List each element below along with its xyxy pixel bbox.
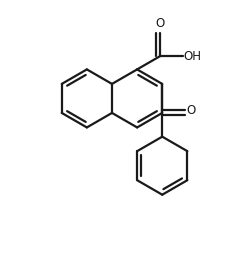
Text: O: O xyxy=(155,17,164,30)
Text: O: O xyxy=(186,104,195,117)
Text: OH: OH xyxy=(183,50,201,63)
